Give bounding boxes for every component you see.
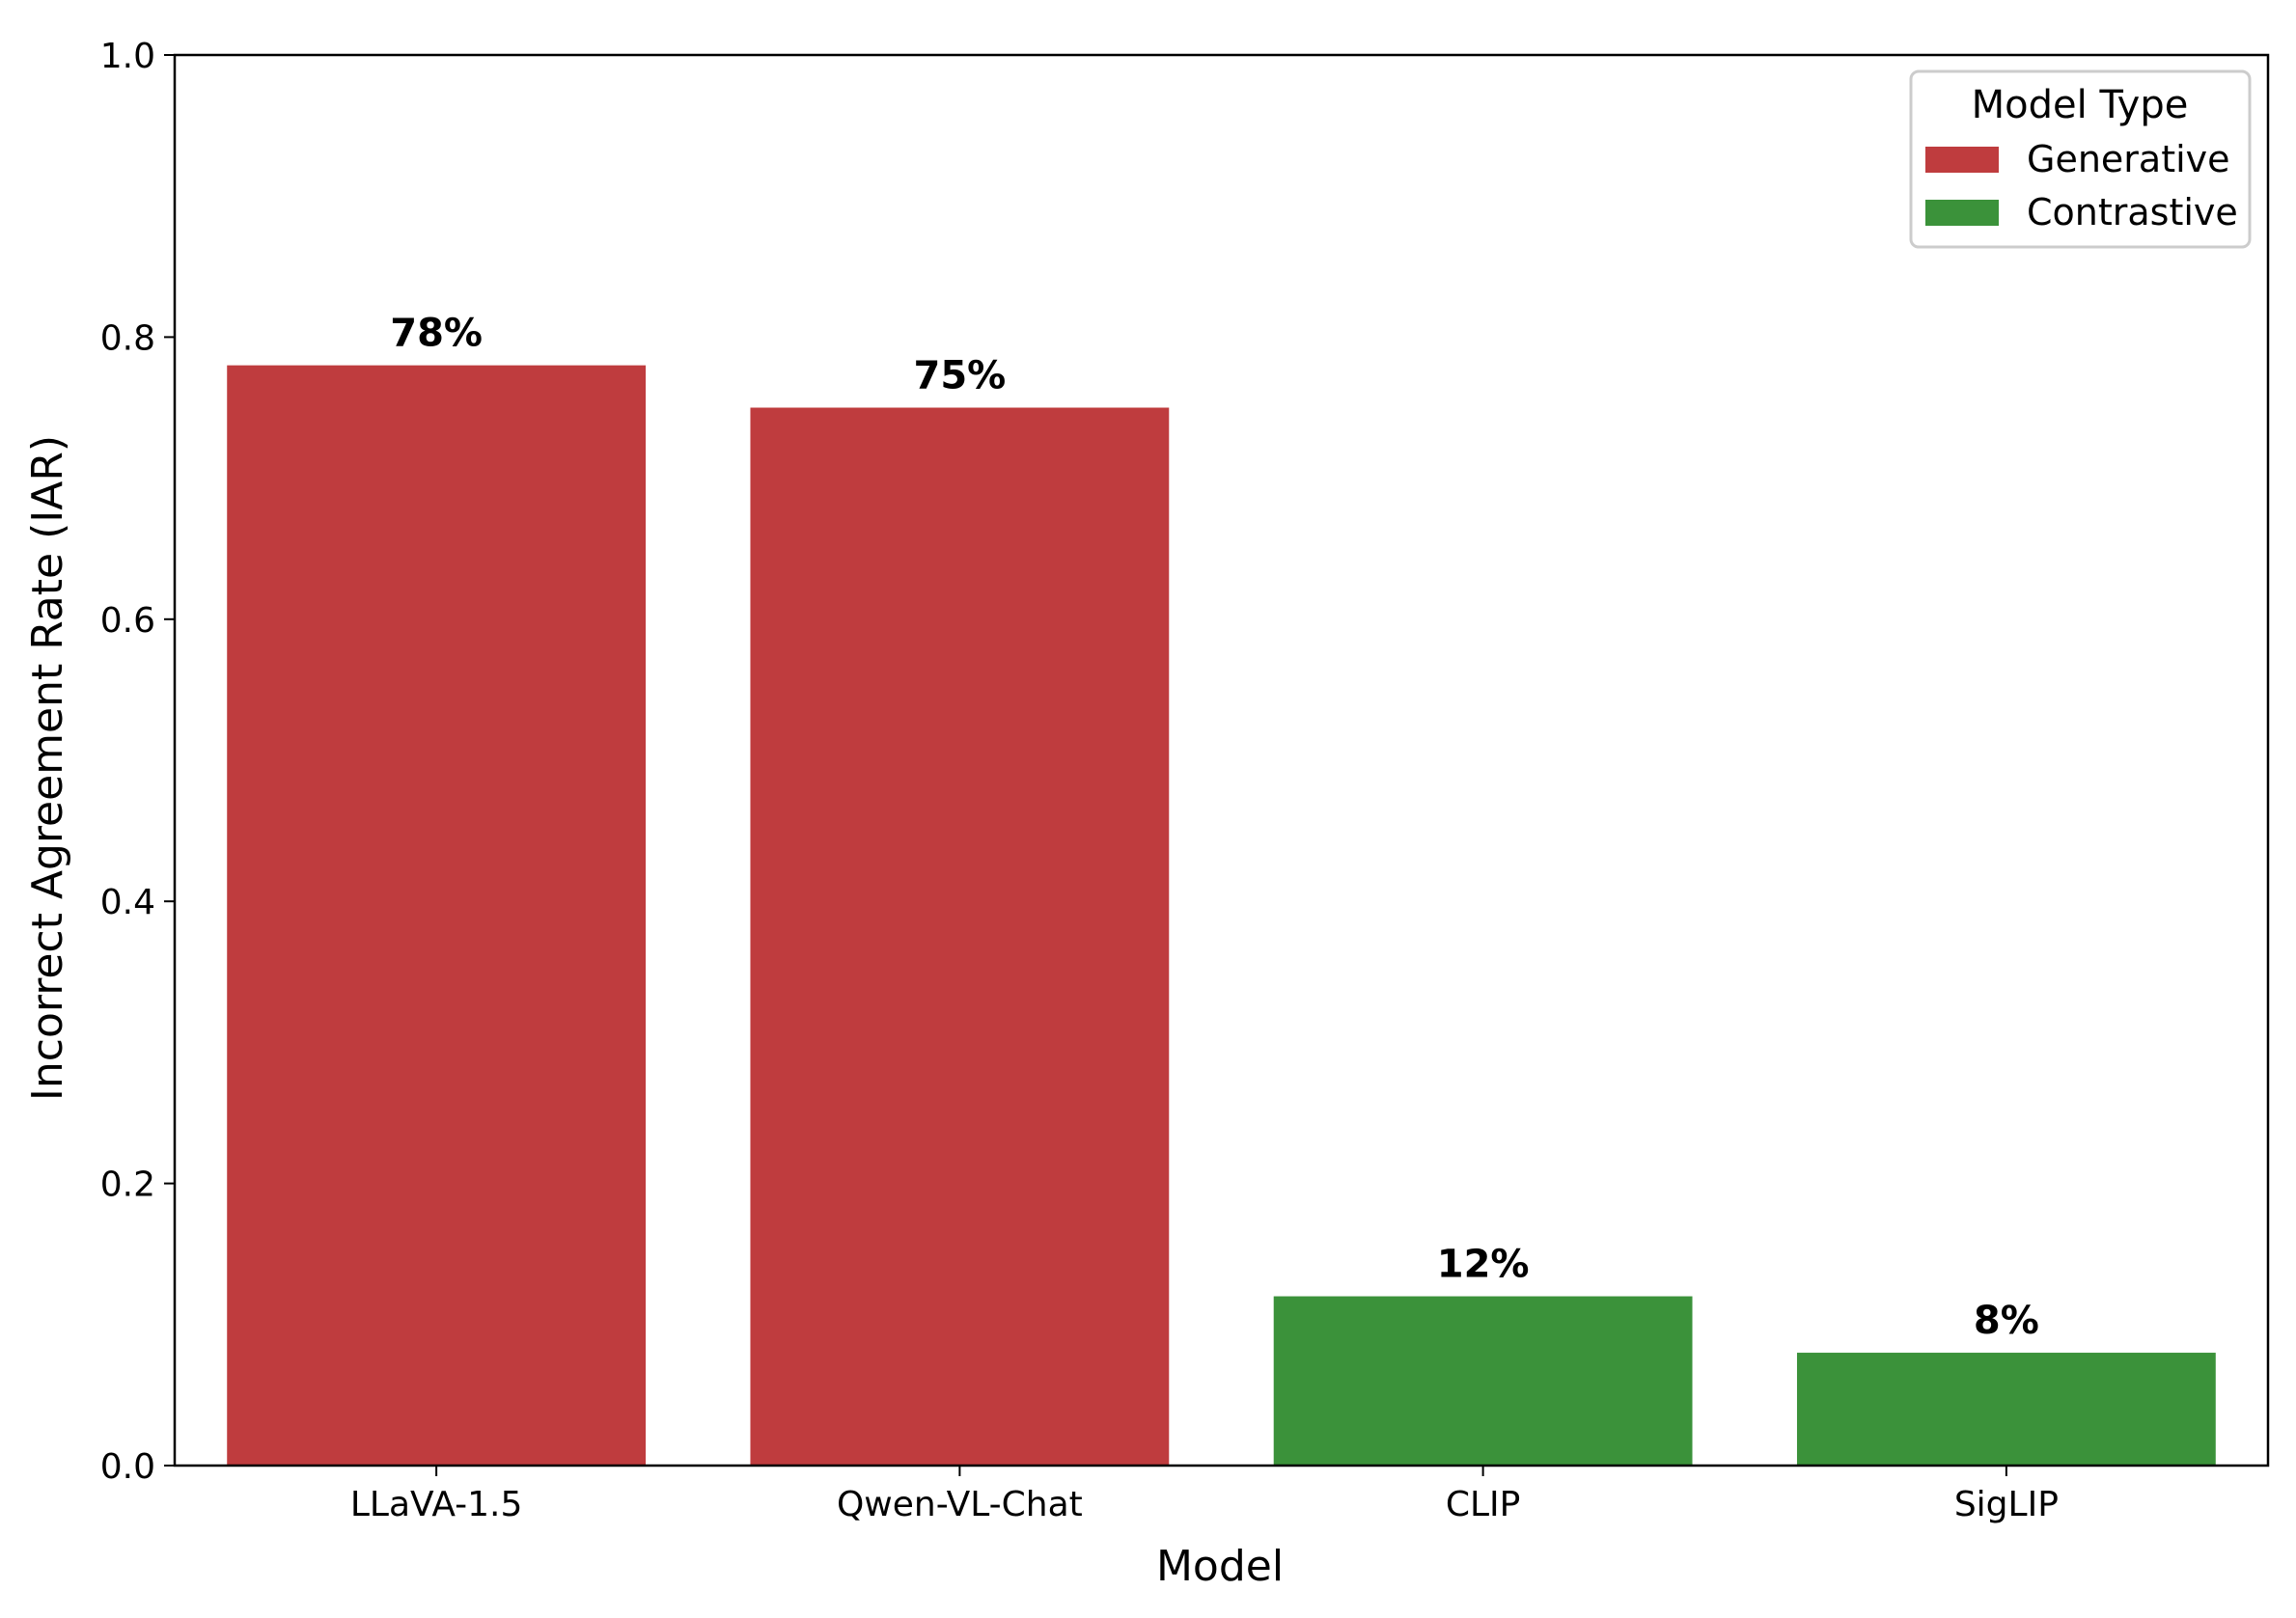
legend-label-generative: Generative [2027,138,2230,180]
bar-clip [1273,1296,1693,1466]
y-tick-label: 0.8 [100,318,155,358]
y-tick-label: 1.0 [100,37,155,76]
legend-swatch-generative [1925,147,1999,173]
x-tick-label: Qwen-VL-Chat [837,1485,1083,1524]
legend-title: Model Type [1972,83,2189,127]
bar-value-label: 8% [1974,1299,2039,1343]
axes-layer: LLaVA-1.5 Qwen-VL-Chat CLIP SigLIP 0.0 0.2 0.4… [100,37,2270,1524]
x-tick-label: SigLIP [1954,1485,2059,1524]
legend-swatch-contrastive [1925,200,1999,226]
y-tick-label: 0.6 [100,601,155,641]
y-axis-title: Incorrect Agreement Rate (IAR) [23,435,72,1101]
bars-layer [227,365,2216,1466]
x-axis-title: Model [1156,1542,1284,1591]
plot-frame [173,53,2270,1467]
x-tick-label: LLaVA-1.5 [350,1485,523,1524]
x-tick-label: CLIP [1446,1485,1521,1524]
legend-label-contrastive: Contrastive [2027,191,2238,233]
legend: Model Type Generative Contrastive [1909,69,2252,249]
y-tick-label: 0.0 [100,1447,155,1487]
y-tick-label: 0.4 [100,883,155,922]
y-tick-label: 0.2 [100,1166,155,1205]
data-labels-layer: 78% 75% 12% 8% [390,312,2039,1343]
bar-llava-1-5 [227,365,647,1466]
bar-siglip [1796,1353,2216,1466]
bar-qwen-vl-chat [750,407,1170,1466]
bar-value-label: 78% [390,312,483,356]
bar-value-label: 12% [1437,1243,1530,1287]
bar-value-label: 75% [914,354,1007,398]
